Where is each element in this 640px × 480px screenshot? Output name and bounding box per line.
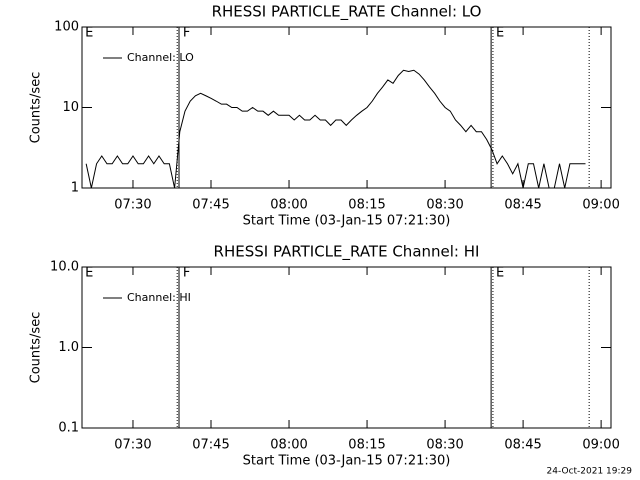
- legend-label: Channel: HI: [127, 291, 191, 304]
- data-line: [85, 69, 586, 189]
- x-tick-label: 07:45: [192, 198, 229, 213]
- x-tick-label: 08:15: [348, 198, 385, 213]
- y-tick-label: 100: [54, 20, 79, 35]
- y-tick-label: 0.1: [58, 421, 79, 436]
- x-axis-label: Start Time (03-Jan-15 07:21:30): [243, 454, 451, 469]
- x-tick-label: 08:15: [348, 438, 385, 453]
- x-tick-label: 09:00: [582, 438, 619, 453]
- x-tick-label: 09:00: [582, 198, 619, 213]
- event-label: F: [183, 26, 190, 41]
- chart-title: RHESSI PARTICLE_RATE Channel: LO: [212, 3, 482, 22]
- chart-title: RHESSI PARTICLE_RATE Channel: HI: [214, 243, 480, 262]
- x-tick-label: 08:30: [426, 438, 463, 453]
- legend-label: Channel: LO: [127, 51, 194, 64]
- y-tick-label: 10.0: [50, 260, 79, 275]
- y-tick-label: 10: [62, 100, 79, 115]
- y-axis-label: Counts/sec: [29, 72, 44, 144]
- event-label: E: [496, 26, 504, 41]
- x-tick-label: 07:30: [114, 198, 151, 213]
- event-label: E: [496, 266, 504, 281]
- x-tick-label: 08:30: [426, 198, 463, 213]
- event-label: F: [183, 266, 190, 281]
- x-tick-label: 08:00: [270, 198, 307, 213]
- event-label: E: [85, 26, 93, 41]
- x-tick-label: 07:45: [192, 438, 229, 453]
- footer: 24-Oct-2021 19:29: [547, 467, 633, 477]
- x-tick-label: 07:30: [114, 438, 151, 453]
- event-label: E: [85, 266, 93, 281]
- x-tick-label: 08:00: [270, 438, 307, 453]
- x-tick-label: 08:45: [504, 198, 541, 213]
- y-tick-label: 1.0: [58, 340, 79, 355]
- y-axis-label: Counts/sec: [29, 312, 44, 384]
- y-tick-label: 1: [71, 181, 79, 196]
- x-axis-label: Start Time (03-Jan-15 07:21:30): [243, 214, 451, 229]
- x-tick-label: 08:45: [504, 438, 541, 453]
